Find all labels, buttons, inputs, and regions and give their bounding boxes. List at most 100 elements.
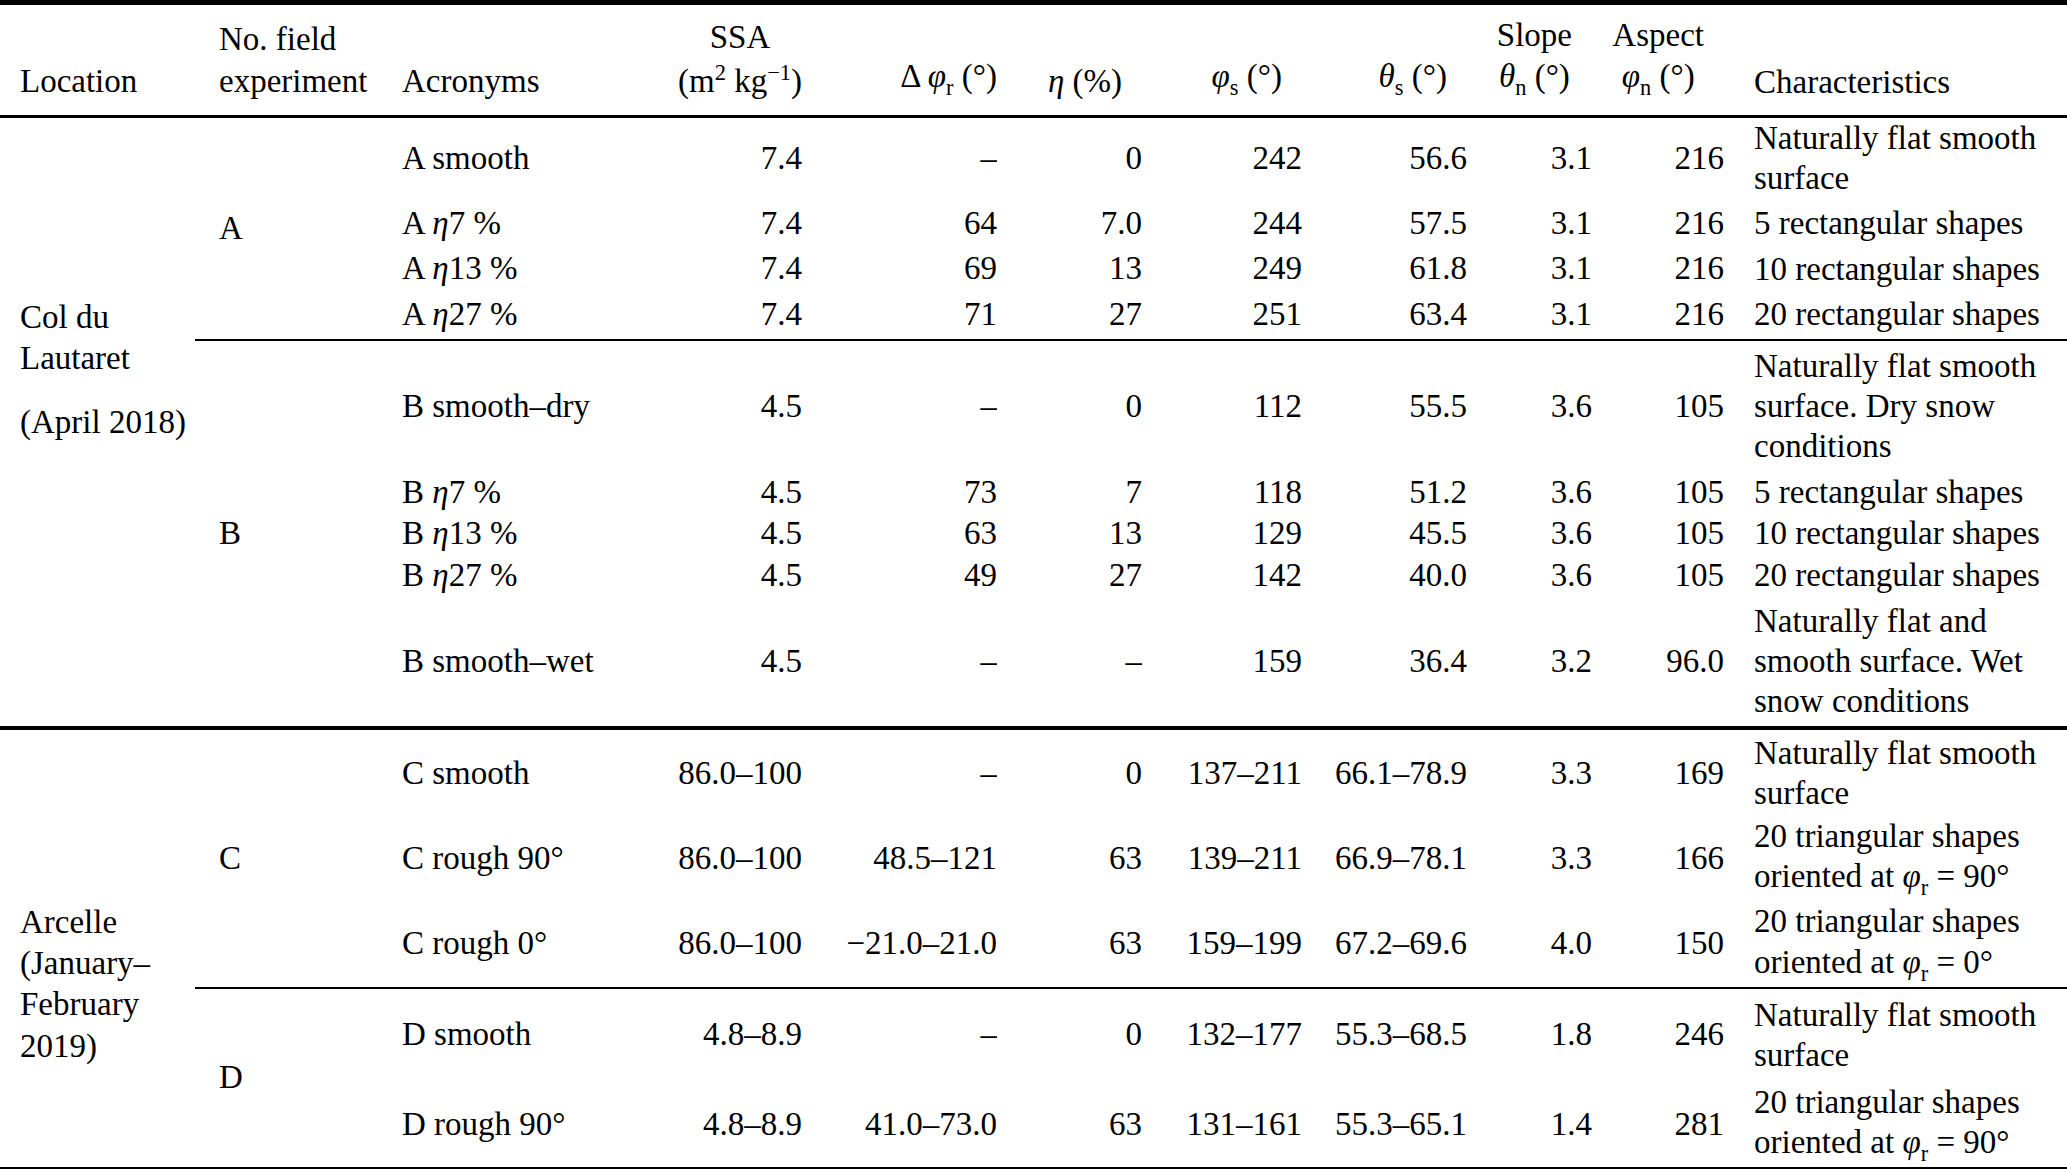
aspect-value: 150 [1592,901,1724,987]
col-header-aspect: Aspectφn (°) [1592,3,1724,117]
experiment-cell: D [195,988,390,1169]
phi-s-value: 244 [1142,198,1302,248]
theta-s-value: 63.4 [1302,290,1467,340]
location-dates: (April 2018) [20,402,195,443]
eta-value: 27 [997,554,1142,596]
characteristics-cell: 20 rectangular shapes [1724,290,2067,340]
ssa-value: 4.8–8.9 [602,988,802,1082]
aspect-value: 166 [1592,816,1724,901]
theta-s-value: 55.3–68.5 [1302,988,1467,1082]
theta-s-value: 66.9–78.1 [1302,816,1467,901]
aspect-value: 105 [1592,472,1724,513]
eta-value: 63 [997,901,1142,987]
aspect-value: 216 [1592,248,1724,289]
ssa-value: 7.4 [602,116,802,198]
slope-value: 3.6 [1467,554,1592,596]
characteristics-cell: Naturally flat smoothsurface [1724,116,2067,198]
aspect-value: 216 [1592,198,1724,248]
acronym-cell: B smooth–wet [390,596,602,728]
acronym-cell: B η13 % [390,513,602,554]
acronym-cell: A η7 % [390,198,602,248]
slope-value: 3.1 [1467,116,1592,198]
col-header-phi-s: φs (°) [1142,3,1302,117]
characteristics-cell: Naturally flat andsmooth surface. Wetsno… [1724,596,2067,728]
location-name: Arcelle (January– [20,902,195,985]
theta-s-value: 36.4 [1302,596,1467,728]
ssa-value: 86.0–100 [602,816,802,901]
slope-value: 3.1 [1467,290,1592,340]
experiment-cell: B [195,340,390,729]
location-block: Arcelle (January– February 2019) [20,902,195,1067]
phi-s-value: 242 [1142,116,1302,198]
aspect-value: 105 [1592,340,1724,472]
col-header-acronyms: Acronyms [390,3,602,117]
table-row-d-smooth: D D smooth 4.8–8.9 – 0 132–177 55.3–68.5… [0,988,2067,1082]
delta-phi-r-value: – [802,116,997,198]
slope-value: 3.2 [1467,596,1592,728]
eta-value: 13 [997,248,1142,289]
acronym-cell: B smooth–dry [390,340,602,472]
aspect-header-label: Aspectφn (°) [1612,15,1704,102]
table-header: Location No. fieldexperiment Acronyms SS… [0,3,2067,117]
acronym-cell: B η7 % [390,472,602,513]
location-cell: Col du Lautaret (April 2018) [0,116,195,728]
table-body: Col du Lautaret (April 2018) A A smooth … [0,116,2067,1169]
delta-phi-r-value: – [802,340,997,472]
experiment-cell: C [195,728,390,987]
ssa-value: 86.0–100 [602,728,802,816]
characteristics-cell: 20 triangular shapesoriented at φr = 90° [1724,816,2067,901]
theta-s-value: 61.8 [1302,248,1467,289]
phi-s-value: 131–161 [1142,1082,1302,1169]
acronym-cell: C rough 90° [390,816,602,901]
slope-value: 3.3 [1467,728,1592,816]
eta-value: 0 [997,728,1142,816]
acronym-cell: C rough 0° [390,901,602,987]
ssa-value: 4.5 [602,554,802,596]
eta-value: 7 [997,472,1142,513]
slope-value: 4.0 [1467,901,1592,987]
theta-s-value: 66.1–78.9 [1302,728,1467,816]
col-header-ssa: SSA(m2 kg−1) [602,3,802,117]
aspect-value: 281 [1592,1082,1724,1169]
experiment-cell: A [195,116,390,339]
acronym-cell: A smooth [390,116,602,198]
slope-value: 3.3 [1467,816,1592,901]
characteristics-cell: 10 rectangular shapes [1724,248,2067,289]
characteristics-cell: 20 triangular shapesoriented at φr = 0° [1724,901,2067,987]
acronym-cell: B η27 % [390,554,602,596]
delta-phi-r-value: 63 [802,513,997,554]
aspect-value: 96.0 [1592,596,1724,728]
slope-value: 1.4 [1467,1082,1592,1169]
theta-s-value: 55.5 [1302,340,1467,472]
characteristics-cell: Naturally flat smoothsurface [1724,728,2067,816]
theta-s-value: 67.2–69.6 [1302,901,1467,987]
ssa-value: 4.5 [602,596,802,728]
slope-value: 3.6 [1467,513,1592,554]
ssa-value: 4.5 [602,340,802,472]
characteristics-cell: 20 rectangular shapes [1724,554,2067,596]
characteristics-cell: Naturally flat smoothsurface [1724,988,2067,1082]
theta-s-value: 57.5 [1302,198,1467,248]
characteristics-cell: Naturally flat smoothsurface. Dry snowco… [1724,340,2067,472]
delta-phi-r-value: 49 [802,554,997,596]
table-row-c-smooth: Arcelle (January– February 2019) C C smo… [0,728,2067,816]
acronym-cell: A η13 % [390,248,602,289]
location-name: Col du Lautaret [20,297,195,380]
phi-s-value: 249 [1142,248,1302,289]
slope-value: 3.1 [1467,198,1592,248]
phi-s-value: 118 [1142,472,1302,513]
aspect-value: 216 [1592,290,1724,340]
ssa-value: 4.5 [602,472,802,513]
slope-value: 3.6 [1467,340,1592,472]
delta-phi-r-value: – [802,596,997,728]
ssa-value: 86.0–100 [602,901,802,987]
ssa-value: 7.4 [602,198,802,248]
table-row-a-smooth: Col du Lautaret (April 2018) A A smooth … [0,116,2067,198]
eta-value: 63 [997,1082,1142,1169]
phi-s-value: 159 [1142,596,1302,728]
field-experiments-table: Location No. fieldexperiment Acronyms SS… [0,0,2067,1169]
ssa-value: 7.4 [602,290,802,340]
theta-s-value: 56.6 [1302,116,1467,198]
eta-value: 63 [997,816,1142,901]
acronym-cell: C smooth [390,728,602,816]
